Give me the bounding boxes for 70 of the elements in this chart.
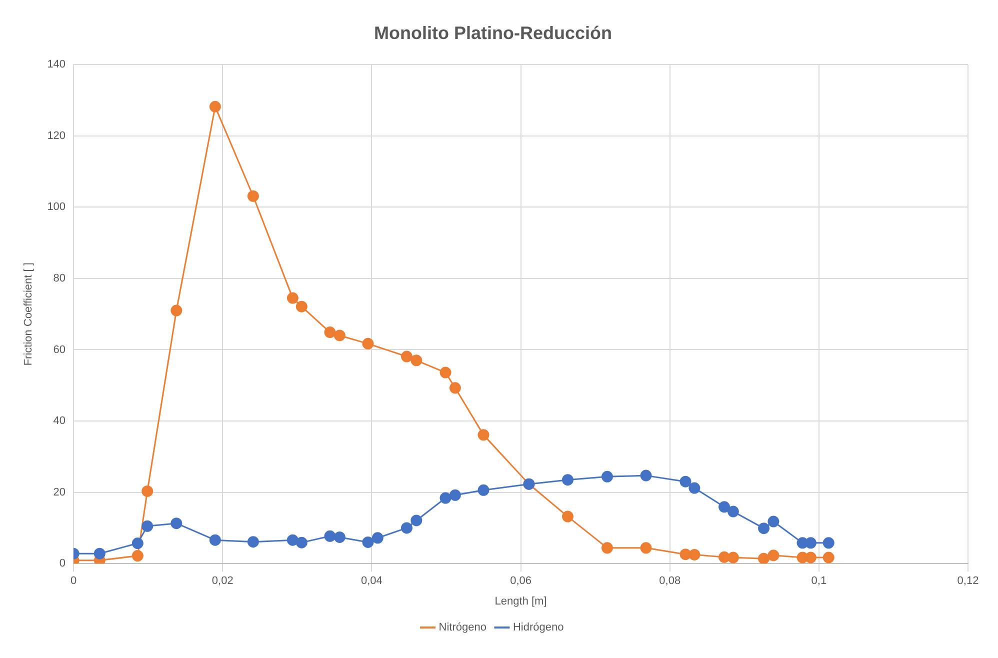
y-axis-title: Friction Coefficient [ ] <box>22 262 35 366</box>
point <box>286 534 298 546</box>
point <box>209 100 221 112</box>
y-tick-label: 100 <box>47 201 66 214</box>
point <box>727 552 739 564</box>
point <box>334 330 346 342</box>
point <box>562 474 574 486</box>
x-axis-title: Length [m] <box>494 595 547 608</box>
point <box>478 429 490 441</box>
x-tick-label: 0,1 <box>811 575 827 588</box>
x-tick-label: 0,06 <box>510 575 532 588</box>
point <box>640 542 652 554</box>
point <box>132 538 144 550</box>
y-tick-label: 80 <box>53 272 66 284</box>
x-tick-label: 0 <box>70 575 77 588</box>
point <box>758 522 770 534</box>
point <box>132 550 144 562</box>
point <box>209 534 221 546</box>
y-tick-label: 40 <box>53 415 66 428</box>
point <box>440 492 452 504</box>
point <box>601 542 613 554</box>
point <box>142 485 154 497</box>
x-tick-label: 0,12 <box>957 575 979 588</box>
point <box>142 520 154 532</box>
legend-label: Hidrógeno <box>512 622 564 634</box>
point <box>449 489 461 501</box>
y-tick-label: 0 <box>59 558 66 570</box>
y-tick-label: 120 <box>47 130 66 142</box>
point <box>410 514 422 526</box>
point <box>400 350 412 362</box>
point <box>449 382 461 394</box>
x-tick-label: 0,02 <box>212 575 234 588</box>
point <box>324 326 336 338</box>
point <box>296 300 308 312</box>
legend-label: Nitrógeno <box>438 622 486 634</box>
y-tick-label: 20 <box>53 486 66 498</box>
point <box>640 470 652 482</box>
y-tick-label: 60 <box>53 344 66 356</box>
point <box>94 548 106 560</box>
point <box>688 548 700 560</box>
point <box>688 482 700 494</box>
point <box>400 522 412 534</box>
x-tick-label: 0,04 <box>360 575 382 588</box>
point <box>372 532 384 544</box>
y-tick-label: 140 <box>47 58 66 71</box>
point <box>680 476 692 488</box>
point <box>247 536 259 548</box>
point <box>440 366 452 378</box>
point <box>727 506 739 518</box>
point <box>601 470 613 482</box>
point <box>170 304 182 316</box>
point <box>718 501 730 513</box>
point <box>822 537 834 549</box>
point <box>768 550 780 562</box>
point <box>410 354 422 366</box>
chart-title: Monolito Platino-Reducción <box>374 22 612 43</box>
x-tick-label: 0,08 <box>659 575 681 588</box>
point <box>286 292 298 304</box>
point <box>324 530 336 542</box>
point <box>334 531 346 543</box>
point <box>362 536 374 548</box>
point <box>562 510 574 522</box>
point <box>822 552 834 564</box>
point <box>758 552 770 564</box>
point <box>768 516 780 528</box>
point <box>362 338 374 350</box>
point <box>478 484 490 496</box>
point <box>296 536 308 548</box>
point <box>170 518 182 530</box>
point <box>247 190 259 202</box>
